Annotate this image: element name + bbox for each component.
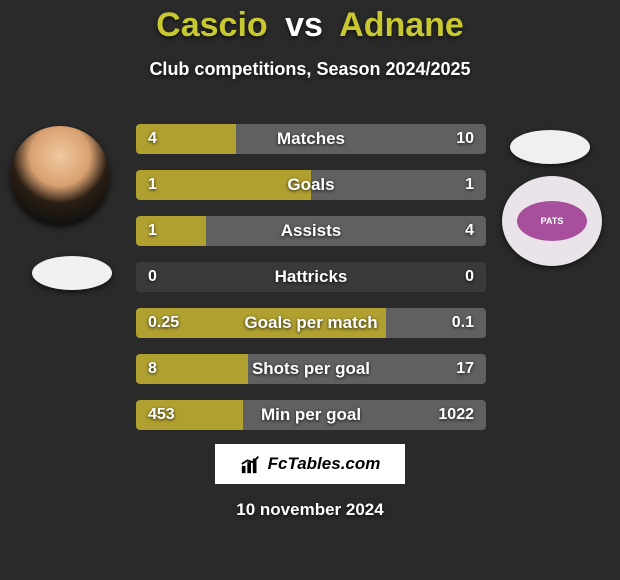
subtitle: Club competitions, Season 2024/2025 bbox=[0, 59, 620, 80]
stat-label: Goals bbox=[136, 170, 486, 200]
stats-bar-chart: Matches410Goals11Assists14Hattricks00Goa… bbox=[136, 124, 486, 446]
stat-value-right: 4 bbox=[465, 216, 474, 246]
stat-value-left: 1 bbox=[148, 216, 157, 246]
stat-value-left: 453 bbox=[148, 400, 175, 430]
stat-row: Shots per goal8 17 bbox=[136, 354, 486, 384]
stat-value-right: 1022 bbox=[438, 400, 474, 430]
stat-label: Matches bbox=[136, 124, 486, 154]
stat-row: Matches4 10 bbox=[136, 124, 486, 154]
title-vs: vs bbox=[285, 6, 323, 44]
title-player1: Cascio bbox=[156, 6, 268, 44]
stat-value-right: 0 bbox=[465, 262, 474, 292]
date-label: 10 november 2024 bbox=[0, 500, 620, 520]
chart-icon bbox=[240, 453, 262, 475]
stat-label: Shots per goal bbox=[136, 354, 486, 384]
player2-club-badge: PATS bbox=[502, 176, 602, 266]
title-player2: Adnane bbox=[339, 6, 464, 44]
player2-avatar bbox=[510, 130, 590, 164]
stat-value-left: 0 bbox=[148, 262, 157, 292]
stat-row: Min per goal453 1022 bbox=[136, 400, 486, 430]
stat-value-left: 4 bbox=[148, 124, 157, 154]
player1-club-badge bbox=[32, 256, 112, 290]
stat-value-right: 10 bbox=[456, 124, 474, 154]
branding-text: FcTables.com bbox=[268, 454, 381, 474]
stat-row: Goals1 1 bbox=[136, 170, 486, 200]
stat-value-left: 0.25 bbox=[148, 308, 179, 338]
stat-row: Hattricks0 0 bbox=[136, 262, 486, 292]
stat-row: Goals per match0.25 0.1 bbox=[136, 308, 486, 338]
stat-value-right: 0.1 bbox=[452, 308, 474, 338]
stat-value-right: 17 bbox=[456, 354, 474, 384]
stat-label: Hattricks bbox=[136, 262, 486, 292]
player2-club-badge-text: PATS bbox=[517, 201, 587, 241]
stat-row: Assists1 4 bbox=[136, 216, 486, 246]
page-title: Cascio vs Adnane bbox=[0, 0, 620, 45]
stat-value-left: 8 bbox=[148, 354, 157, 384]
player1-avatar bbox=[10, 126, 110, 226]
stat-value-right: 1 bbox=[465, 170, 474, 200]
branding-box: FcTables.com bbox=[215, 444, 405, 484]
stat-value-left: 1 bbox=[148, 170, 157, 200]
stat-label: Min per goal bbox=[136, 400, 486, 430]
stat-label: Assists bbox=[136, 216, 486, 246]
stat-label: Goals per match bbox=[136, 308, 486, 338]
